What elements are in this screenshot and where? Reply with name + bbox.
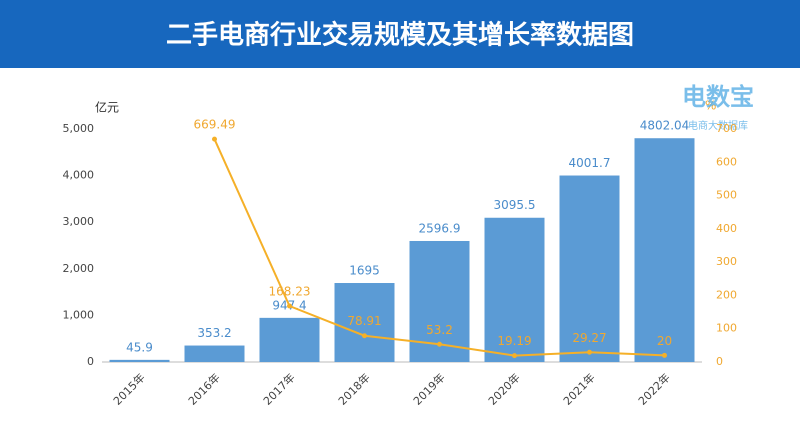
bar-value-label: 1695 [349,264,380,278]
y-tick-label: 1,000 [63,308,95,321]
line-point [437,341,442,347]
line-value-label: 20 [657,334,672,348]
y2-tick-label: 700 [716,122,737,135]
y-tick-label: 3,000 [63,215,95,228]
line-value-label: 53.2 [426,323,453,337]
title-banner [0,0,800,68]
chart-title: 二手电商行业交易规模及其增长率数据图 [166,20,634,51]
y-tick-label: 2,000 [63,262,95,275]
line-value-label: 78.91 [347,314,381,328]
x-tick-label: 2017年 [260,370,297,407]
y2-axis-label: % [705,99,716,113]
line-point [512,353,517,359]
bar-value-label: 353.2 [197,326,231,340]
line-value-label: 669.49 [194,118,236,132]
x-tick-label: 2018年 [335,370,372,407]
bar [259,317,320,362]
line-value-label: 29.27 [572,331,606,345]
y-tick-label: 4,000 [63,169,95,182]
x-tick-label: 2020年 [485,370,522,407]
bar-value-label: 4001.7 [569,156,611,170]
line-value-label: 19.19 [497,334,531,348]
y2-tick-label: 600 [716,155,737,168]
y2-tick-label: 400 [716,222,737,235]
line-point [287,303,292,309]
y2-tick-label: 300 [716,255,737,268]
y2-tick-label: 100 [716,322,737,335]
line-point [587,349,592,355]
bar-value-label: 4802.04 [640,119,690,133]
y-axis-label: 亿元 [95,100,119,115]
bar-value-label: 3095.5 [494,198,536,212]
line-point [362,333,367,339]
x-tick-label: 2015年 [110,370,147,407]
line-value-label: 168.23 [269,285,311,299]
y2-tick-label: 500 [716,189,737,202]
x-tick-label: 2016年 [185,370,222,407]
watermark-subtitle: 电商大数据库 [688,119,748,132]
line-point [662,352,667,358]
x-tick-label: 2021年 [560,370,597,407]
y2-tick-label: 200 [716,288,737,301]
y-tick-label: 5,000 [63,122,95,135]
bar [334,283,395,362]
bar [634,138,695,362]
watermark-title: 电数宝 [682,83,754,111]
bar [109,359,170,362]
x-tick-label: 2019年 [410,370,447,407]
bar-value-label: 2596.9 [419,221,461,235]
y-tick-label: 0 [87,355,94,368]
x-tick-label: 2022年 [635,370,672,407]
bar [559,175,620,362]
bar [184,345,245,362]
bar-value-label: 45.9 [126,340,153,354]
y2-tick-label: 0 [716,355,723,368]
line-point [212,136,217,142]
bar [484,217,545,362]
